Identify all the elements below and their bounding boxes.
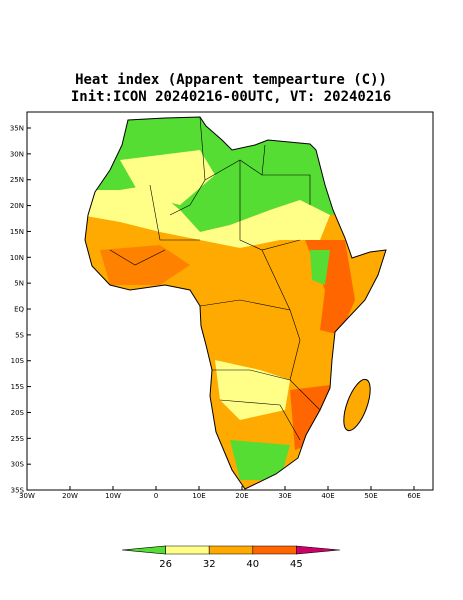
lat-label: 20N	[10, 202, 24, 210]
lat-label: 15N	[10, 228, 24, 236]
map-frame	[26, 111, 434, 491]
lon-label: 20W	[62, 492, 78, 500]
lon-label: 60E	[407, 492, 420, 500]
lat-label: 10N	[10, 254, 24, 262]
lat-label: 20S	[11, 409, 25, 417]
colorbar-label: 26	[159, 559, 172, 570]
lat-label: EQ	[14, 306, 24, 314]
lon-label: 30W	[19, 492, 35, 500]
lat-label: 10S	[11, 357, 25, 365]
lon-label: 50E	[364, 492, 377, 500]
colorbar-segment	[121, 545, 166, 555]
lat-label: 5S	[15, 331, 24, 339]
lon-label: 30E	[278, 492, 291, 500]
borders	[109, 116, 321, 441]
lat-label: 25S	[11, 435, 25, 443]
lat-label: 35N	[10, 125, 24, 133]
colorbar-label: 45	[290, 559, 303, 570]
lat-label: 5N	[14, 280, 24, 288]
lon-label: 40E	[321, 492, 334, 500]
colorbar-segment	[296, 545, 341, 555]
title: Heat index (Apparent tempearture (C))	[75, 72, 387, 88]
lat-label: 15S	[11, 383, 25, 391]
lon-label: 20E	[235, 492, 248, 500]
lat-label: 30S	[11, 461, 25, 469]
lon-label: 10E	[192, 492, 205, 500]
subtitle: Init:ICON 20240216-00UTC, VT: 20240216	[71, 89, 391, 105]
madagascar	[343, 378, 371, 432]
colorbar-segment	[252, 545, 297, 555]
lat-label: 35S	[11, 487, 25, 495]
lat-label: 30N	[10, 150, 24, 158]
lat-label: 25N	[10, 176, 24, 184]
lon-label: 10W	[105, 492, 121, 500]
colorbar-segment	[208, 545, 254, 555]
colorbar-segment	[165, 545, 210, 555]
lon-label: 0	[154, 492, 158, 500]
colorbar-label: 40	[246, 559, 259, 570]
colorbar-label: 32	[203, 559, 216, 570]
heat-field	[85, 117, 386, 489]
